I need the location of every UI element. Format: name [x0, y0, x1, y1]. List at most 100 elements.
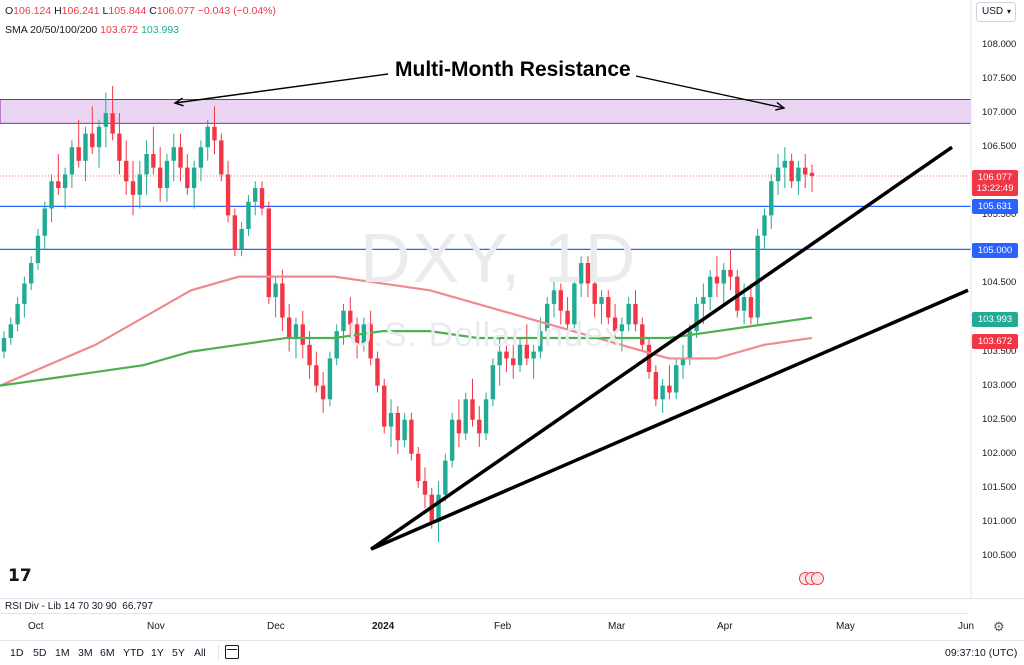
candle-body	[388, 412, 394, 427]
candle-body	[300, 324, 305, 345]
candle-body	[219, 140, 224, 175]
price-axis-label: 108.000	[982, 39, 1017, 50]
candle-body	[341, 310, 346, 332]
currency-button[interactable]: USD ▾	[976, 2, 1016, 22]
candle-body	[640, 324, 645, 345]
gear-icon[interactable]: ⚙	[993, 619, 1005, 634]
divider	[218, 645, 219, 661]
x-tick-label: Nov	[147, 621, 165, 632]
candle-body	[748, 297, 754, 318]
candle-body	[517, 344, 523, 366]
candle-body	[741, 297, 747, 311]
candle-body	[90, 133, 95, 148]
candle-body	[15, 303, 20, 325]
candle-body	[619, 324, 625, 332]
range-button-1y[interactable]: 1Y	[151, 647, 164, 659]
candle-body	[728, 269, 733, 277]
candle-body	[769, 181, 774, 216]
candle-body	[137, 174, 142, 195]
level-tag-2: 105.000	[972, 243, 1018, 258]
candle-body	[674, 365, 679, 393]
price-axis-label: 102.000	[982, 447, 1017, 459]
candle-body	[511, 358, 516, 366]
range-button-3m[interactable]: 3M	[78, 647, 93, 659]
candle-body	[320, 385, 326, 400]
tradingview-logo[interactable]: 𝟭𝟳	[8, 566, 32, 585]
range-button-1d[interactable]: 1D	[10, 647, 24, 659]
range-button-5y[interactable]: 5Y	[172, 647, 185, 659]
price-axis-label: 102.500	[982, 413, 1017, 425]
clock-display[interactable]: 09:37:10 (UTC)	[945, 647, 1018, 659]
candle-body	[409, 419, 414, 454]
candle-body	[436, 494, 441, 522]
candle-body	[443, 460, 448, 495]
candle-body	[789, 160, 794, 182]
annotation-arrow-left-head	[173, 97, 184, 107]
price-chart[interactable]	[0, 0, 1024, 598]
range-button-6m[interactable]: 6M	[100, 647, 115, 659]
x-tick-label: May	[836, 621, 855, 632]
candle-body	[504, 351, 509, 359]
x-tick-label: Apr	[717, 621, 733, 632]
candle-body	[463, 399, 468, 434]
candle-body	[660, 385, 665, 400]
price-axis-label: 106.500	[982, 141, 1017, 153]
candle-body	[259, 188, 265, 209]
candle-body	[293, 324, 299, 338]
candle-body	[280, 283, 285, 318]
range-button-1m[interactable]: 1M	[55, 647, 70, 659]
candle-body	[551, 290, 557, 304]
sma-legend[interactable]: SMA 20/50/100/200 103.672 103.993	[5, 24, 180, 36]
candle-body	[185, 167, 190, 189]
candle-body	[680, 358, 686, 366]
bottom-toolbar: 1D 5D 1M 3M 6M YTD 1Y 5Y All 09:37:10 (U…	[0, 640, 1024, 665]
candle-body	[124, 160, 129, 182]
level-tag-1: 105.631	[972, 199, 1018, 214]
candle-body	[375, 358, 380, 386]
candle-body	[612, 317, 618, 332]
candle-body	[157, 167, 163, 189]
range-button-all[interactable]: All	[194, 647, 206, 659]
x-tick-label: Jun	[958, 621, 975, 632]
candle-body	[721, 269, 726, 284]
annotation-label[interactable]: Multi-Month Resistance	[395, 58, 631, 81]
trendline-shallow	[370, 288, 969, 551]
calendar-icon[interactable]	[225, 645, 239, 659]
candle-body	[592, 283, 597, 304]
candle-body	[402, 419, 407, 441]
time-axis[interactable]: Oct Nov Dec 2024 Feb Mar Apr May Jun	[0, 613, 974, 635]
candle-body	[266, 208, 272, 298]
candle-body	[83, 133, 88, 161]
price-axis-label: 107.500	[982, 73, 1017, 85]
price-axis-label: 105.500	[982, 209, 1017, 221]
events-flag-icon[interactable]	[799, 572, 824, 590]
sma-tag-green: 103.993	[972, 312, 1018, 327]
rsi-indicator-legend[interactable]: RSI Div - Lib 14 70 30 90 66.797	[0, 598, 1024, 612]
candle-body	[694, 303, 699, 332]
price-axis-label: 100.500	[982, 550, 1017, 561]
candle-body	[327, 358, 333, 400]
range-button-5d[interactable]: 5D	[33, 647, 47, 659]
candle-body	[286, 317, 292, 338]
candle-body	[56, 181, 61, 189]
candle-body	[524, 344, 530, 359]
candle-body	[8, 324, 13, 338]
price-axis-label: 107.000	[982, 107, 1017, 119]
candle-body	[130, 181, 136, 195]
candle-body	[198, 147, 204, 168]
price-axis-label: 104.500	[982, 277, 1017, 289]
chevron-down-icon: ▾	[1006, 7, 1011, 16]
candle-body	[422, 481, 428, 495]
trendline-steep	[370, 145, 953, 551]
candle-body	[653, 372, 659, 400]
range-button-ytd[interactable]: YTD	[123, 647, 144, 659]
price-axis-label: 103.000	[982, 379, 1017, 391]
x-tick-label: 2024	[372, 621, 395, 632]
candle-body	[191, 167, 197, 189]
candle-body	[212, 126, 217, 141]
candle-body	[538, 331, 543, 352]
candle-body	[22, 283, 27, 304]
candle-body	[782, 160, 788, 168]
candle-body	[96, 126, 102, 148]
